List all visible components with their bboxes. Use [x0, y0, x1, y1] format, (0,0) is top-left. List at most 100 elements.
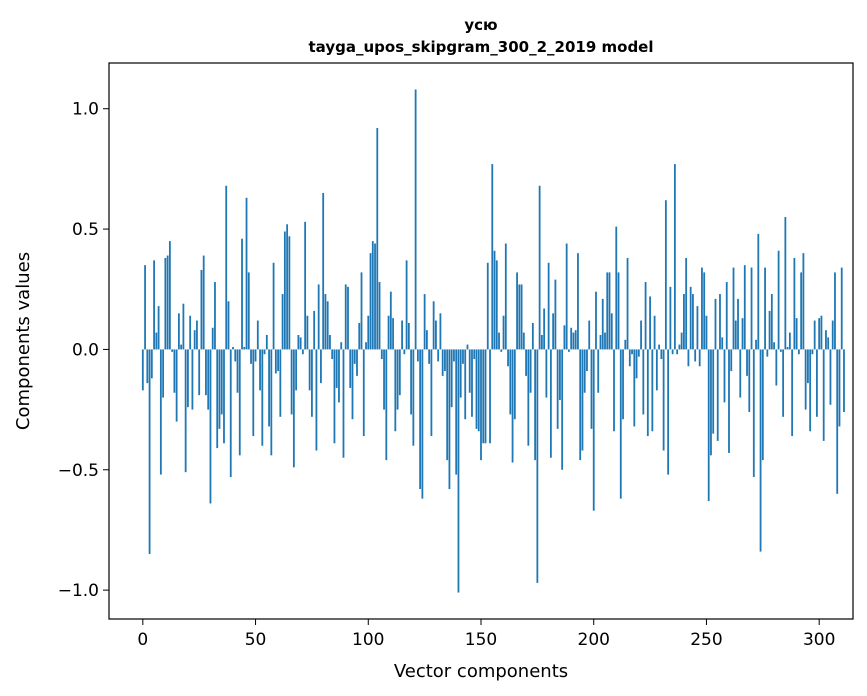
bar: [439, 313, 442, 350]
bar: [367, 315, 370, 350]
bar: [261, 349, 264, 446]
y-tick-label: 0.0: [72, 340, 99, 360]
bar: [615, 226, 618, 350]
bar: [412, 349, 415, 446]
bar: [813, 320, 816, 350]
bar: [739, 349, 742, 398]
bar: [737, 298, 739, 350]
bar: [696, 306, 699, 350]
x-tick-label: 50: [245, 630, 267, 650]
bar: [236, 349, 239, 393]
bar: [281, 294, 284, 350]
bar: [531, 322, 534, 350]
bar: [705, 315, 708, 350]
bar: [491, 164, 494, 350]
chart-title-line2: tayga_upos_skipgram_300_2_2019 model: [309, 38, 654, 56]
bar: [428, 349, 431, 364]
bar: [764, 267, 766, 350]
bar: [254, 349, 257, 362]
bar: [448, 349, 451, 490]
bar: [322, 192, 325, 350]
bar: [608, 272, 611, 350]
x-axis-label: Vector components: [394, 661, 568, 682]
bar: [329, 334, 331, 350]
bar: [719, 294, 721, 350]
bar: [211, 327, 214, 350]
bar: [822, 349, 825, 441]
bar: [613, 349, 615, 432]
bar: [383, 349, 385, 410]
bar: [829, 349, 832, 405]
bar: [775, 349, 778, 386]
bar: [234, 349, 237, 362]
bar: [459, 349, 462, 398]
x-axis-ticks: 0 50 100 150 200 250 300: [137, 619, 835, 650]
bar: [793, 257, 796, 350]
bar: [446, 349, 449, 461]
bar: [477, 349, 480, 432]
bar: [836, 349, 839, 494]
bar: [728, 349, 730, 453]
bar: [482, 349, 485, 444]
bar: [358, 322, 361, 350]
bar: [606, 272, 609, 350]
bar: [450, 349, 453, 408]
bar: [241, 238, 243, 350]
bar: [380, 349, 383, 360]
bar: [748, 349, 751, 412]
bar: [770, 294, 773, 350]
bar: [177, 313, 180, 350]
bar: [604, 332, 606, 350]
bar: [689, 286, 692, 350]
bar: [288, 236, 291, 350]
x-tick-label: 0: [137, 630, 148, 650]
bar: [624, 339, 627, 350]
bar: [588, 320, 591, 350]
bar: [304, 221, 307, 350]
bar: [694, 349, 697, 362]
bar: [707, 349, 710, 502]
bar: [268, 349, 270, 427]
bar: [640, 320, 642, 350]
bar: [207, 349, 210, 410]
bar: [435, 320, 437, 350]
bar: [419, 349, 422, 490]
bar: [295, 349, 298, 391]
bar: [644, 282, 647, 350]
bar: [218, 349, 221, 429]
bar: [714, 298, 717, 350]
y-axis-label: Components values: [13, 252, 34, 430]
bar: [725, 282, 728, 350]
bar: [504, 243, 507, 350]
bar: [184, 349, 187, 473]
bar: [784, 217, 787, 350]
bar: [746, 349, 748, 376]
bar: [223, 349, 225, 444]
bar: [333, 349, 336, 444]
bar: [599, 334, 602, 350]
bar: [662, 349, 665, 451]
bar: [444, 349, 446, 372]
bar: [171, 349, 174, 352]
bar: [146, 349, 149, 384]
bar: [238, 349, 241, 456]
bar: [378, 282, 381, 350]
bar: [338, 349, 340, 403]
bar: [723, 349, 726, 403]
bar: [290, 349, 293, 415]
bar: [673, 164, 676, 350]
bar: [547, 262, 550, 350]
bar: [804, 349, 807, 410]
bar: [430, 349, 433, 437]
bar: [374, 243, 376, 350]
bar: [565, 243, 568, 350]
bar: [701, 267, 703, 350]
bar: [809, 349, 812, 432]
bar: [144, 265, 146, 350]
bar: [286, 224, 289, 350]
bar: [626, 257, 629, 350]
bar: [579, 349, 582, 461]
y-tick-label: −1.0: [58, 581, 99, 601]
bar: [797, 349, 800, 355]
